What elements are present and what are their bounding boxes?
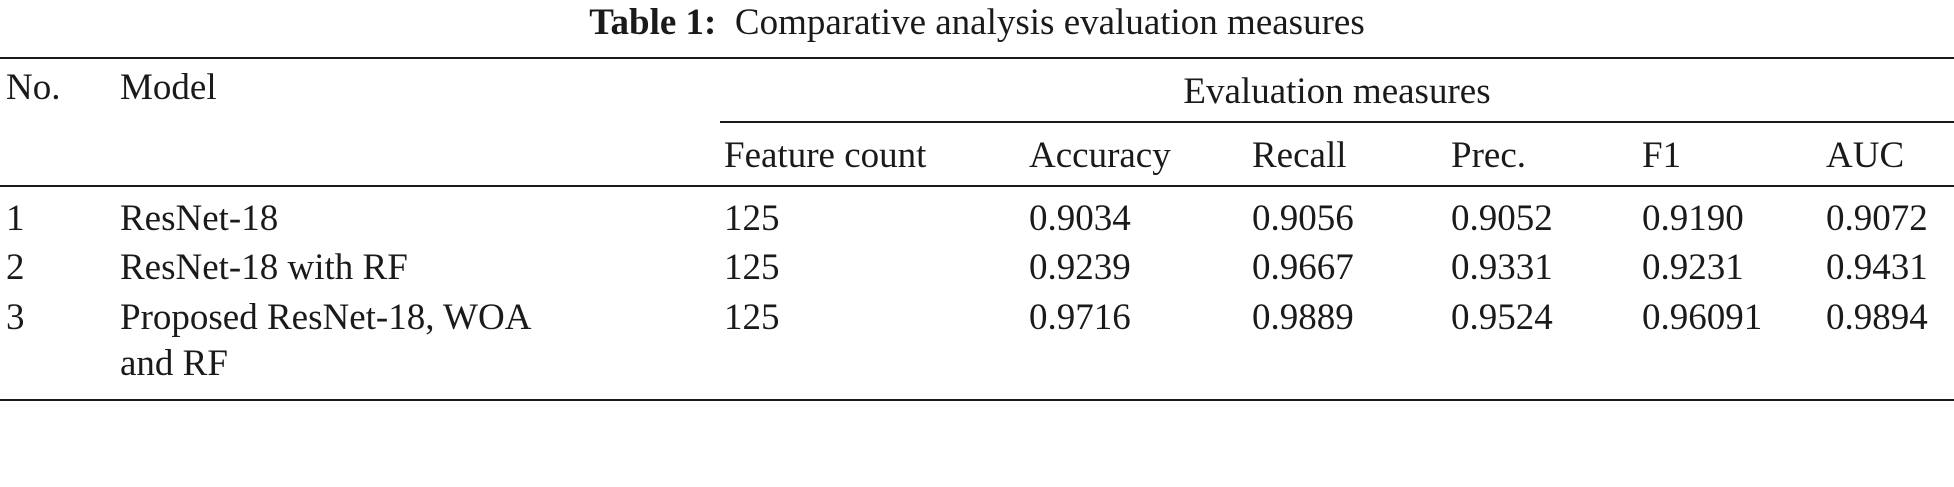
row-accuracy: 0.9034 [1029,198,1131,239]
row-recall: 0.9667 [1252,247,1354,288]
row-auc: 0.9894 [1826,297,1928,338]
row-no: 3 [6,297,25,338]
row-f1: 0.96091 [1642,297,1763,338]
row-precision: 0.9331 [1451,247,1553,288]
row-precision: 0.9524 [1451,297,1553,338]
row-feature-count: 125 [724,198,780,239]
top-rule [0,57,1954,59]
table-caption: Table 1: Comparative analysis evaluation… [0,0,1954,50]
row-no: 1 [6,198,25,239]
row-auc: 0.9072 [1826,198,1928,239]
row-model: ResNet-18 [120,198,279,239]
row-precision: 0.9052 [1451,198,1553,239]
row-feature-count: 125 [724,247,780,288]
header-precision: Prec. [1451,135,1526,176]
row-auc: 0.9431 [1826,247,1928,288]
table-title: Comparative analysis evaluation measures [734,2,1365,43]
header-f1: F1 [1642,135,1682,176]
header-accuracy: Accuracy [1029,135,1171,176]
header-feature-count: Feature count [724,135,927,176]
bottom-rule [0,399,1954,401]
header-recall: Recall [1252,135,1347,176]
row-f1: 0.9231 [1642,247,1744,288]
group-rule [720,121,1954,123]
row-accuracy: 0.9716 [1029,297,1131,338]
row-model-continued: and RF [120,343,228,384]
row-f1: 0.9190 [1642,198,1744,239]
header-no: No. [6,67,61,108]
header-evaluation-measures: Evaluation measures [1183,71,1491,112]
row-recall: 0.9889 [1252,297,1354,338]
row-model: ResNet-18 with RF [120,247,408,288]
row-accuracy: 0.9239 [1029,247,1131,288]
row-feature-count: 125 [724,297,780,338]
header-auc: AUC [1826,135,1905,176]
row-recall: 0.9056 [1252,198,1354,239]
header-rule [0,185,1954,187]
row-no: 2 [6,247,25,288]
row-model: Proposed ResNet-18, WOA [120,297,532,338]
table-number: Table 1: [589,2,717,43]
header-model: Model [120,67,217,108]
